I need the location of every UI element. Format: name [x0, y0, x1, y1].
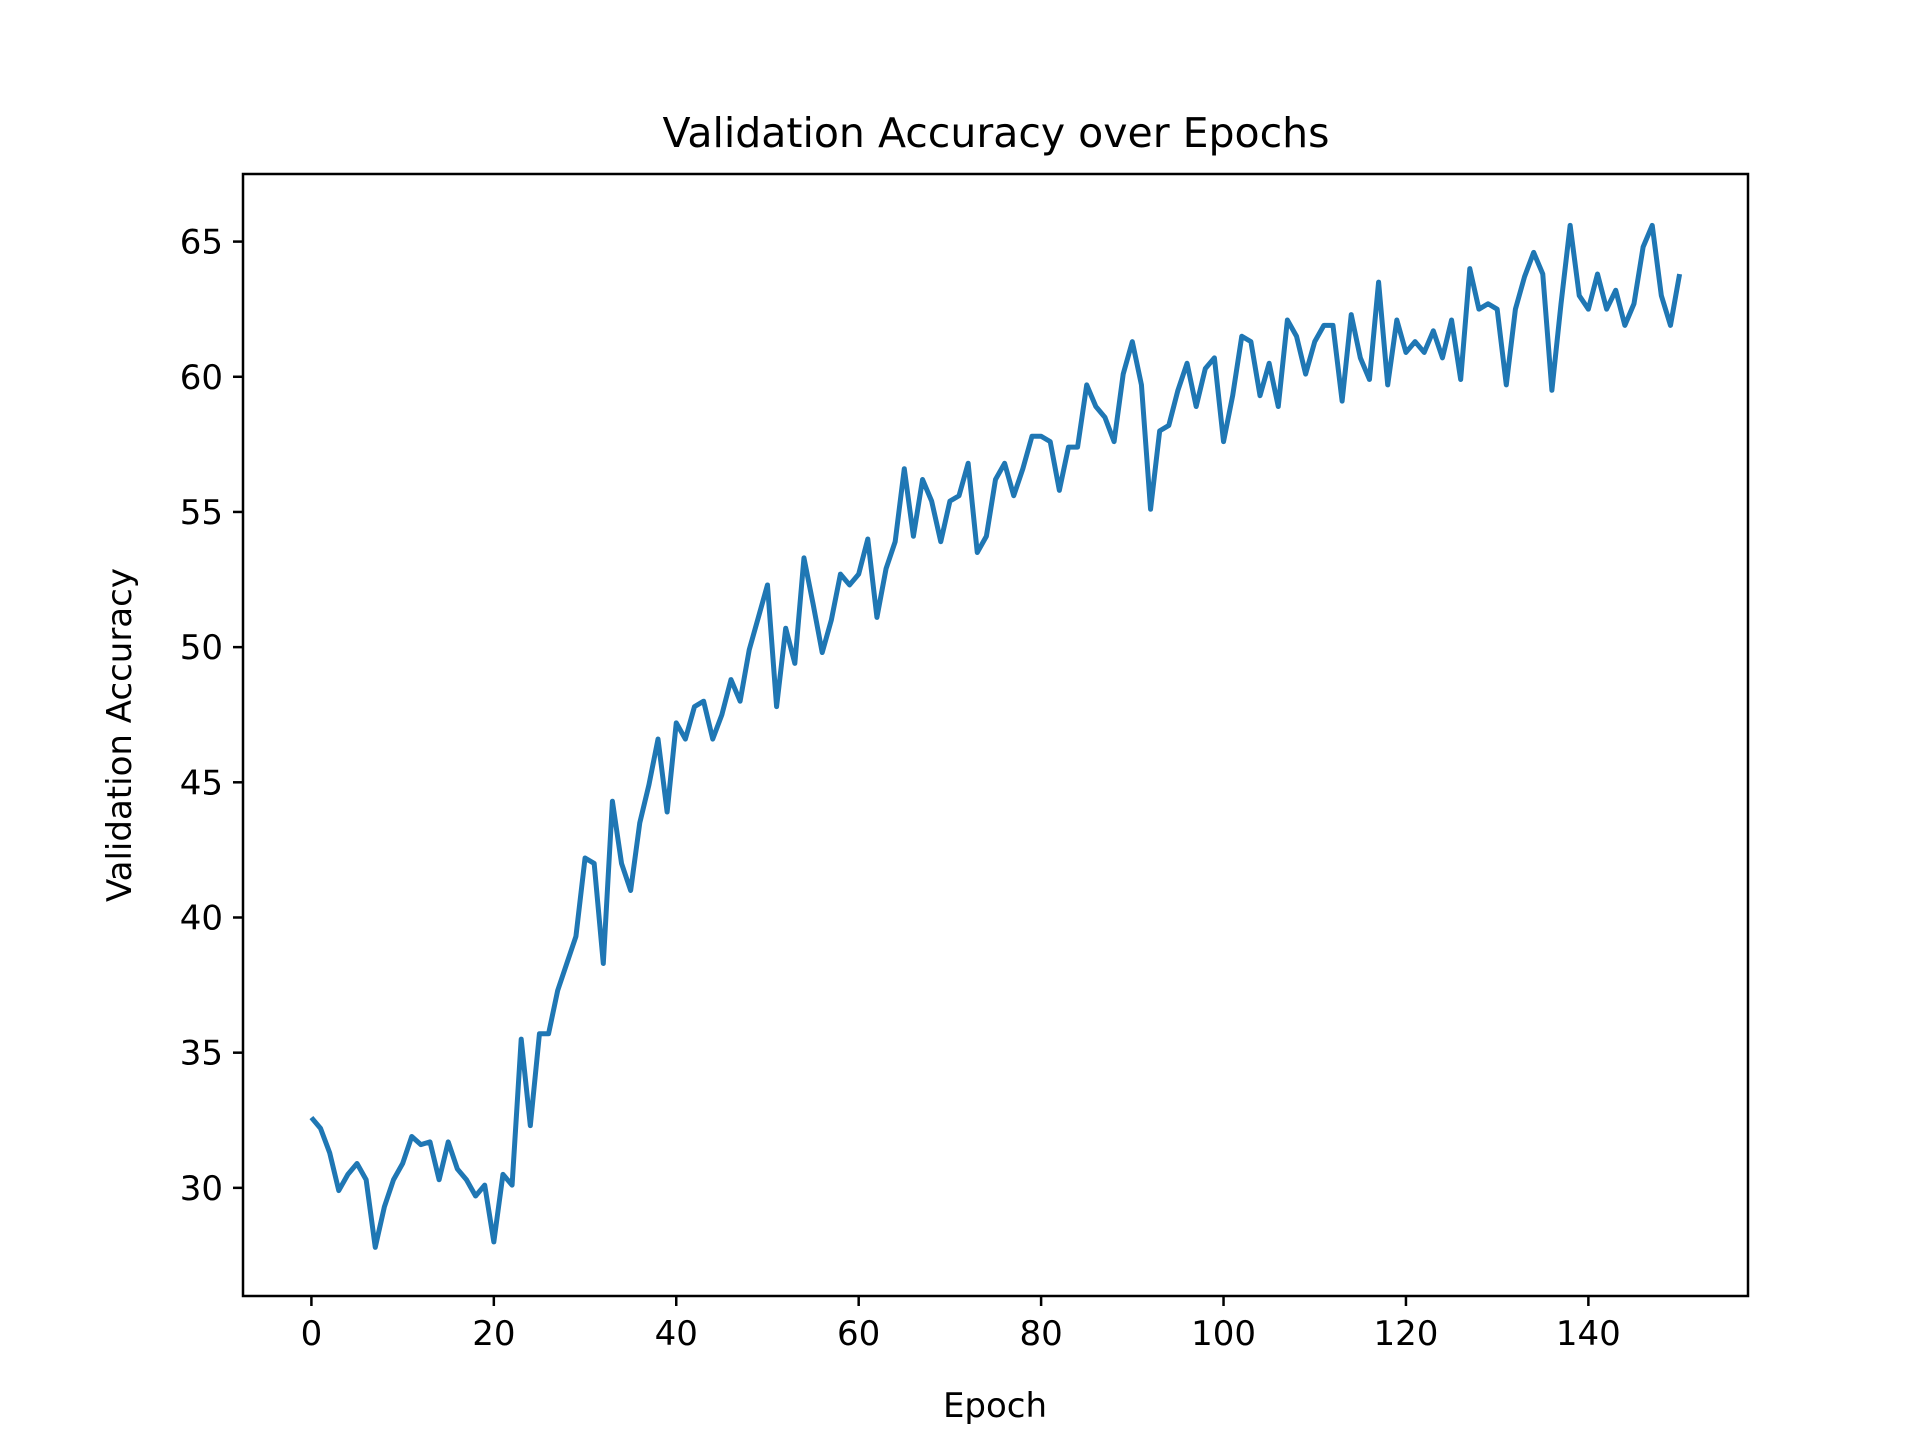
chart-title: Validation Accuracy over Epochs — [662, 109, 1329, 157]
series-line — [309, 222, 1683, 1250]
y-tick-label: 60 — [180, 358, 223, 398]
y-tick-label: 55 — [180, 493, 223, 533]
plot-area-frame — [241, 172, 1750, 1298]
y-tick-label: 30 — [180, 1169, 223, 1209]
x-tick-label: 40 — [655, 1314, 698, 1354]
x-tick-label: 20 — [472, 1314, 515, 1354]
x-tick-label: 140 — [1556, 1314, 1621, 1354]
y-axis-ticks: 30 35 40 45 50 55 60 65 — [180, 223, 243, 1209]
y-tick-label: 50 — [180, 628, 223, 668]
y-tick-label: 65 — [180, 223, 223, 263]
y-axis-label: Validation Accuracy — [100, 568, 140, 902]
y-tick-label: 45 — [180, 763, 223, 803]
y-tick-label: 35 — [180, 1034, 223, 1074]
x-tick-label: 100 — [1191, 1314, 1256, 1354]
x-tick-label: 120 — [1374, 1314, 1439, 1354]
x-tick-label: 60 — [837, 1314, 880, 1354]
y-tick-label: 40 — [180, 898, 223, 938]
x-tick-label: 0 — [301, 1314, 323, 1354]
x-axis-label: Epoch — [943, 1386, 1047, 1426]
x-tick-label: 80 — [1019, 1314, 1062, 1354]
x-axis-ticks: 0 20 40 60 80 100 120 140 — [301, 1296, 1621, 1354]
